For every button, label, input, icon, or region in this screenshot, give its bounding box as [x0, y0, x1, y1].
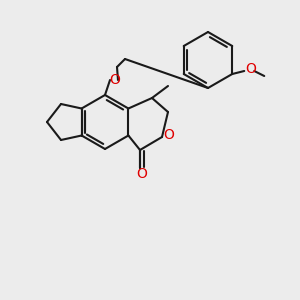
- Text: O: O: [136, 167, 147, 181]
- Text: O: O: [245, 62, 256, 76]
- Text: O: O: [164, 128, 174, 142]
- Text: O: O: [110, 73, 120, 87]
